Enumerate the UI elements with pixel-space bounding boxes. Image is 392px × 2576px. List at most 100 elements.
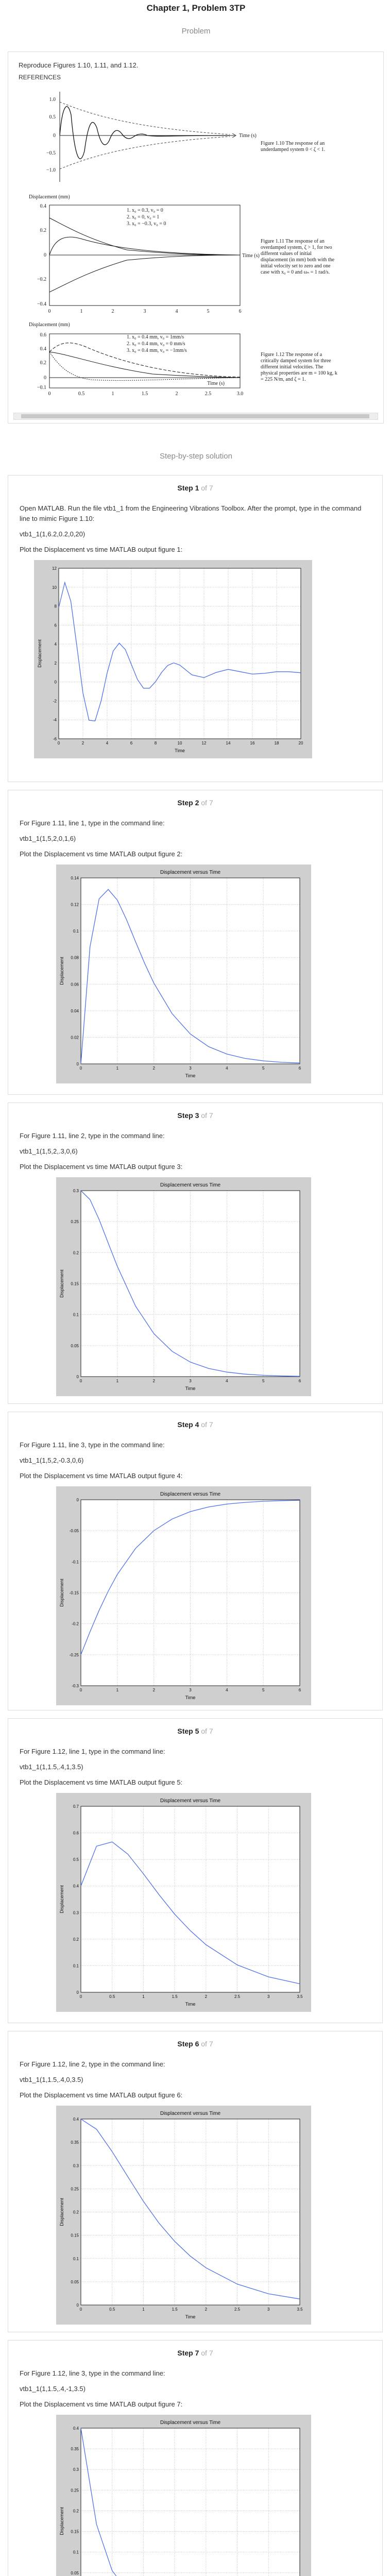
x-tick-label: 2 xyxy=(152,1688,155,1692)
step-text: For Figure 1.12, line 1, type in the com… xyxy=(20,1747,370,1788)
x-axis-label: Time xyxy=(185,1073,196,1078)
scrollbar[interactable] xyxy=(13,413,378,420)
text-line: For Figure 1.11, line 3, type in the com… xyxy=(20,1441,165,1449)
x-tick-label: 6 xyxy=(299,1688,301,1692)
legend-entry: 2. x₀ = 0, v₀ = 1 xyxy=(127,214,159,220)
y-tick-label: 0.2 xyxy=(40,360,47,366)
x-tick-label: 0 xyxy=(80,1994,82,1999)
step-box: Step 1 of 7 Open MATLAB. Run the file vtb… xyxy=(8,475,383,782)
y-tick-label: 8 xyxy=(55,604,57,609)
x-tick-label: 0.5 xyxy=(109,2307,115,2312)
data-line xyxy=(80,1500,300,1655)
axes-frame xyxy=(80,1499,300,1686)
step-of: of 7 xyxy=(201,1111,213,1120)
y-tick-label: 6 xyxy=(55,623,57,628)
axes-frame xyxy=(49,333,241,388)
x-tick-label: 4 xyxy=(226,1688,228,1692)
plot-figure: -6 -4 -2 0 2 4 6 8 10 12 0 2 4 6 8 10 12 14 16 18 20 Time Disp… xyxy=(34,560,312,758)
x-tick-label: 0 xyxy=(80,2307,82,2312)
legend-entry: 1. x₀ = 0.4 mm, v₀ = 1mm/s xyxy=(127,334,184,340)
y-tick-label: -0.25 xyxy=(70,1653,79,1657)
curve-1 xyxy=(49,343,241,378)
y-tick-label: 2 xyxy=(55,661,57,666)
step-of: of 7 xyxy=(201,2040,213,2048)
y-tick-label: 0.25 xyxy=(71,2488,79,2493)
y-tick-label: 0.35 xyxy=(71,2140,79,2145)
y-axis-label: Displacement (mm) xyxy=(29,322,70,328)
x-tick-label: 1.5 xyxy=(142,391,148,397)
plot-figure: Displacement versus Time 0 0.1 0.2 0.3 0.4 0.5… xyxy=(56,1793,311,2012)
x-tick-label: 14 xyxy=(226,741,231,745)
plot-figure: Displacement versus Time-0.0500.050.10.1… xyxy=(56,2415,311,2576)
y-tick-label: 0 xyxy=(44,375,46,381)
x-tick-label: 1.5 xyxy=(172,2307,178,2312)
x-tick-label: 0 xyxy=(80,1688,82,1692)
step-header: Step 6 of 7 xyxy=(8,2040,382,2048)
y-tick-label: 0.1 xyxy=(73,1963,79,1968)
data-line xyxy=(80,1841,300,1985)
y-tick-label: -0.3 xyxy=(72,1684,79,1688)
y-tick-label: 0.3 xyxy=(73,1910,79,1915)
y-axis-label: Displacement (mm) xyxy=(29,194,70,200)
text-line: vtb1_1(1,5,2,-0.3,0,6) xyxy=(20,1456,84,1464)
x-tick-label: 2.5 xyxy=(234,2307,241,2312)
y-tick-label: -0.05 xyxy=(70,1529,79,1533)
x-tick-label: 4 xyxy=(226,1066,228,1071)
step-box: Step 7 of 7 For Figure 1.12, line 3, type… xyxy=(8,2340,383,2576)
step-text: For Figure 1.12, line 3, type in the com… xyxy=(20,2368,370,2410)
step-of: of 7 xyxy=(201,484,213,492)
y-tick-label: 0 xyxy=(53,133,56,139)
data-line xyxy=(58,581,301,722)
text-line: For Figure 1.11, line 2, type in the com… xyxy=(20,1132,165,1140)
step-box: Step 5 of 7 For Figure 1.12, line 1, type… xyxy=(8,1718,383,2023)
step-of: of 7 xyxy=(201,799,213,807)
y-tick-label: 0.4 xyxy=(40,204,47,209)
curve-1 xyxy=(49,217,241,256)
y-tick-label: −0.4 xyxy=(37,301,46,307)
x-axis-label: Time (s) xyxy=(242,253,260,259)
step-box: Step 6 of 7 For Figure 1.12, line 2, type… xyxy=(8,2031,383,2332)
x-tick-label: 4 xyxy=(226,1379,228,1383)
figure-caption: Figure 1.11 The response of an overdampe… xyxy=(261,239,335,275)
x-tick-label: 3 xyxy=(144,309,146,314)
y-tick-label: 0.4 xyxy=(73,1884,79,1889)
x-tick-label: 0 xyxy=(80,1066,82,1071)
legend-entry: 1. x₀ = 0.3, v₀ = 0 xyxy=(127,208,163,213)
scroll-thumb[interactable] xyxy=(21,414,369,418)
x-tick-label: 5 xyxy=(262,1688,265,1692)
figure-1-10: 1.0 0.5 0 −0.5 −1.0 Time (s) xyxy=(46,92,257,182)
x-tick-label: 2 xyxy=(112,309,114,314)
y-tick-label: -6 xyxy=(53,737,57,741)
step-number: Step 3 xyxy=(177,1111,199,1120)
reference-image: 1.0 0.5 0 −0.5 −1.0 Time (s) Displacemen… xyxy=(29,92,260,397)
plot-figure: Displacement versus Time -0.3 -0.25 -0.2 -0.… xyxy=(56,1486,311,1705)
x-tick-label: 0 xyxy=(48,309,51,314)
legend-entry: 2. x₀ = 0.4 mm, v₀ = 0 mm/s xyxy=(127,341,185,347)
y-tick-label: -0.15 xyxy=(70,1591,79,1596)
y-tick-label: 0.05 xyxy=(71,1344,79,1348)
text-line: vtb1_1(1,5,2,0,1,6) xyxy=(20,835,76,842)
x-tick-label: 6 xyxy=(239,309,242,314)
step-text: Open MATLAB. Run the file vtb1_1 from th… xyxy=(20,503,370,555)
x-tick-label: 5 xyxy=(207,309,210,314)
x-axis-label: Time xyxy=(185,1695,196,1700)
curve-3 xyxy=(49,351,241,381)
response-curve xyxy=(59,106,230,159)
text-line: vtb1_1(1,6.2,0.2,0,20) xyxy=(20,530,86,538)
y-tick-label: 0 xyxy=(77,1498,79,1502)
y-tick-label: -0.1 xyxy=(72,1560,79,1564)
y-tick-label: 0 xyxy=(55,680,57,685)
step-of: of 7 xyxy=(201,1420,213,1429)
y-tick-label: 0.15 xyxy=(71,1282,79,1286)
y-axis-label: Displacement xyxy=(59,1579,64,1607)
y-tick-label: 0.25 xyxy=(71,2187,79,2191)
x-axis-label: Time xyxy=(185,2314,196,2319)
y-tick-label: 0.15 xyxy=(71,2530,79,2534)
axes-frame xyxy=(80,2119,300,2306)
x-tick-label: 3 xyxy=(267,1994,270,1999)
x-tick-label: 2 xyxy=(152,1379,155,1383)
problem-text: Reproduce Figures 1.10, 1.11, and 1.12. xyxy=(19,61,139,69)
curve-2 xyxy=(49,236,241,256)
text-line: Open MATLAB. Run the file vtb1_1 from th… xyxy=(20,504,362,522)
y-tick-label: -2 xyxy=(53,699,57,703)
